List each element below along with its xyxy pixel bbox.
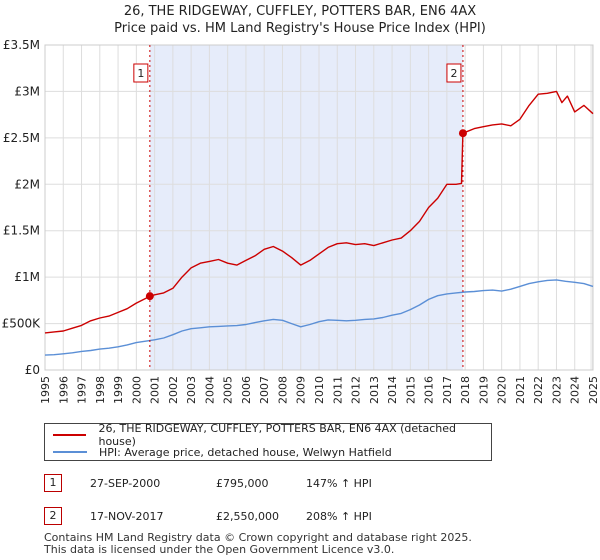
x-tick-label: 1998 xyxy=(94,376,107,404)
x-tick-label: 2004 xyxy=(203,376,216,404)
y-tick-label: £0 xyxy=(25,363,40,377)
property-price-line xyxy=(44,90,594,334)
sale-row-1: 1 27-SEP-2000 £795,000 147% ↑ HPI xyxy=(44,474,564,496)
sale-row-2: 2 17-NOV-2017 £2,550,000 208% ↑ HPI xyxy=(44,507,564,529)
sale-price: £2,550,000 xyxy=(216,510,279,523)
y-tick-label: £3M xyxy=(14,84,40,98)
sale-number-badge: 2 xyxy=(44,507,62,525)
footer-line-1: Contains HM Land Registry data © Crown c… xyxy=(44,531,472,544)
y-tick-label: £3.5M xyxy=(3,38,40,52)
x-tick-label: 2013 xyxy=(368,376,381,404)
x-tick-label: 2022 xyxy=(532,376,545,404)
x-tick-label: 2020 xyxy=(496,376,509,404)
x-tick-label: 2010 xyxy=(313,376,326,404)
footer-line-2: This data is licensed under the Open Gov… xyxy=(44,543,395,556)
footer-attribution: Contains HM Land Registry data © Crown c… xyxy=(44,532,472,556)
legend-entry-hpi: HPI: Average price, detached house, Welw… xyxy=(53,444,392,460)
price-chart: 1995 1996 1997 1998 1999 2000 2001 2002 2003 2004… xyxy=(2,38,600,404)
x-tick-label: 2015 xyxy=(404,376,417,404)
x-tick-label: 2008 xyxy=(276,376,289,404)
x-tick-label: 1997 xyxy=(76,376,89,404)
chart-legend: 26, THE RIDGEWAY, CUFFLEY, POTTERS BAR, … xyxy=(44,422,492,461)
x-tick-label: 2023 xyxy=(550,376,563,404)
x-tick-label: 2002 xyxy=(167,376,180,404)
x-tick-label: 2003 xyxy=(185,376,198,404)
x-tick-label: 2024 xyxy=(569,376,582,404)
x-tick-label: 2012 xyxy=(350,376,363,404)
ownership-period-band xyxy=(149,45,463,370)
sale-date: 27-SEP-2000 xyxy=(90,477,161,490)
x-tick-label: 2025 xyxy=(587,376,600,404)
sale-price: £795,000 xyxy=(216,477,269,490)
x-tick-label: 2019 xyxy=(477,376,490,404)
x-tick-label: 2001 xyxy=(149,376,162,404)
legend-swatch-hpi xyxy=(53,451,87,453)
x-tick-label: 2018 xyxy=(459,376,472,404)
sale-point xyxy=(458,129,467,138)
chart-title: 26, THE RIDGEWAY, CUFFLEY, POTTERS BAR, … xyxy=(123,4,477,19)
x-tick-label: 1995 xyxy=(39,376,52,404)
legend-label-property: 26, THE RIDGEWAY, CUFFLEY, POTTERS BAR, … xyxy=(98,422,456,448)
sale-number-badge: 1 xyxy=(44,474,62,492)
x-tick-label: 2005 xyxy=(222,376,235,404)
forecast-region xyxy=(590,45,593,370)
sale-marker-box xyxy=(446,63,462,83)
x-tick-label: 1999 xyxy=(112,376,125,404)
x-tick-label: 2011 xyxy=(331,376,344,404)
legend-entry-property: 26, THE RIDGEWAY, CUFFLEY, POTTERS BAR, … xyxy=(53,422,491,448)
x-tick-label: 2017 xyxy=(441,376,454,404)
x-tick-label: 2014 xyxy=(386,376,399,404)
sale-point xyxy=(145,292,154,301)
chart-subtitle: Price paid vs. HM Land Registry's House … xyxy=(114,21,486,36)
x-tick-label: 2016 xyxy=(423,376,436,404)
x-tick-label: 2006 xyxy=(240,376,253,404)
plot-frame xyxy=(44,44,594,371)
sale-date: 17-NOV-2017 xyxy=(90,510,164,523)
x-tick-label: 1996 xyxy=(57,376,70,404)
x-tick-label: 2021 xyxy=(514,376,527,404)
sale-hpi-change: 208% ↑ HPI xyxy=(306,510,372,523)
y-tick-label: £500K xyxy=(2,317,42,331)
legend-label-hpi: HPI: Average price, detached house, Welw… xyxy=(99,445,392,459)
sale-marker-label: 1 xyxy=(137,67,144,80)
legend-swatch-property xyxy=(53,434,87,436)
y-tick-label: £1.5M xyxy=(3,224,40,238)
sale-hpi-change: 147% ↑ HPI xyxy=(306,477,372,490)
y-tick-label: £2.5M xyxy=(3,131,40,145)
hpi-line xyxy=(44,279,594,356)
sale-marker-label: 2 xyxy=(450,67,457,80)
x-tick-label: 2000 xyxy=(130,376,143,404)
y-tick-label: £2M xyxy=(14,177,40,191)
y-tick-label: £1M xyxy=(14,270,40,284)
x-tick-label: 2007 xyxy=(258,376,271,404)
sale-marker-box xyxy=(133,63,149,83)
x-tick-label: 2009 xyxy=(295,376,308,404)
